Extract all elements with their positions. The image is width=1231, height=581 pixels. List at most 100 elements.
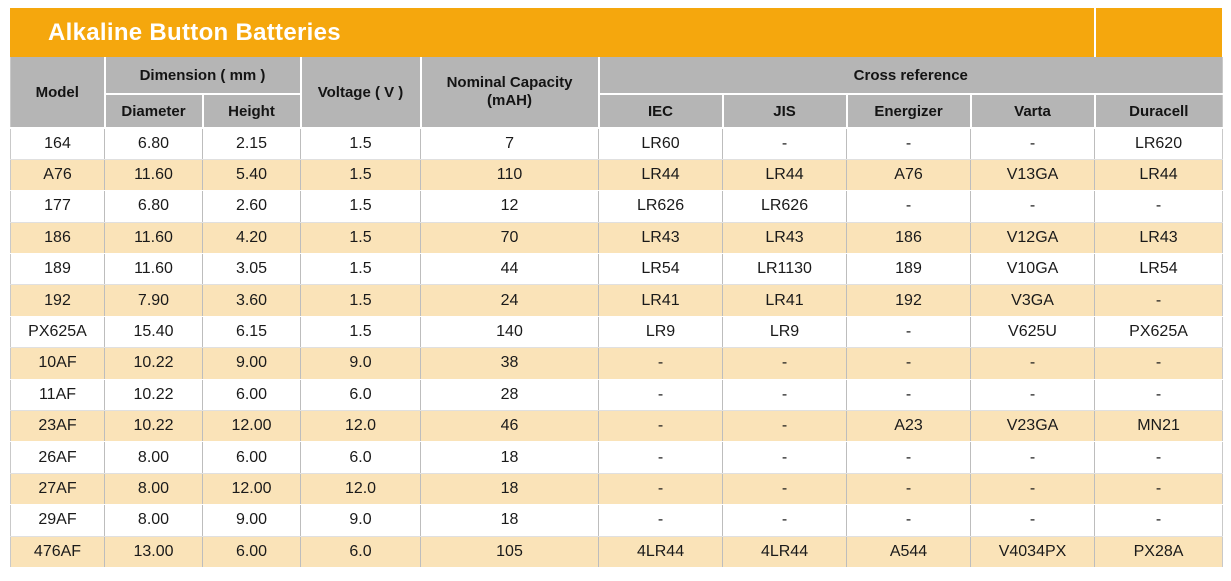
col-header-jis: JIS — [721, 93, 848, 129]
table-cell: - — [846, 504, 972, 537]
table-cell: 476AF — [10, 535, 105, 568]
table-row: 189 11.60 3.05 1.5 44 LR54 LR1130 189 V10GA LR54 — [10, 253, 1223, 286]
table-cell: - — [846, 472, 972, 506]
table-cell: 12.00 — [201, 472, 302, 506]
table-cell: V10GA — [970, 253, 1096, 286]
table-cell: - — [598, 472, 724, 506]
table-cell: 6.00 — [201, 378, 302, 412]
table-cell: 6.0 — [300, 535, 422, 568]
table-cell: A76 — [10, 158, 105, 192]
table-cell: - — [1094, 378, 1223, 412]
table-cell: 7 — [420, 127, 600, 160]
table-cell: 6.0 — [300, 441, 422, 474]
table-cell: 9.0 — [300, 504, 422, 537]
table-cell: 12.0 — [300, 410, 422, 443]
header-row-subcolumns: Diameter Height IEC JIS Energizer Varta … — [11, 93, 1223, 129]
table-cell: 12.0 — [300, 472, 422, 506]
table-row: 11AF 10.22 6.00 6.0 28- - - - - — [10, 378, 1223, 412]
table-cell: LR54 — [598, 253, 724, 286]
table-cell: 6.80 — [104, 127, 203, 160]
table-cell: 1.5 — [300, 221, 422, 255]
table-cell: 164 — [10, 127, 105, 160]
table-cell: 8.00 — [104, 441, 203, 474]
table-cell: LR620 — [1094, 127, 1223, 160]
col-group-dimension: Dimension ( mm ) — [103, 57, 302, 95]
table-cell: MN21 — [1094, 410, 1223, 443]
table-cell: 3.05 — [201, 253, 302, 286]
table-row: 192 7.90 3.60 1.5 24 LR41 LR41 192 V3GA - — [10, 284, 1223, 317]
table-cell: 10AF — [10, 347, 105, 380]
table-cell: LR44 — [722, 158, 848, 192]
table-row: A76 11.60 5.40 1.5 110 LR44 LR44 A76 V13GA LR44 — [10, 158, 1223, 192]
col-header-diameter: Diameter — [104, 93, 204, 129]
table-cell: 3.60 — [201, 284, 302, 317]
battery-spec-sheet: Alkaline Button Batteries Model Dimensio… — [10, 8, 1224, 568]
table-cell: A23 — [846, 410, 972, 443]
table-cell: PX28A — [1094, 535, 1223, 568]
table-cell: V23GA — [970, 410, 1096, 443]
table-cell: - — [722, 378, 848, 412]
table-cell: - — [598, 441, 724, 474]
table-row: 26AF 8.00 6.00 6.0 18- - - - - — [10, 441, 1223, 474]
table-cell: - — [846, 315, 972, 349]
table-cell: LR9 — [722, 315, 848, 349]
table-cell: - — [970, 504, 1096, 537]
table-cell: 105 — [420, 535, 600, 568]
table-cell: LR41 — [598, 284, 724, 317]
table-cell: - — [1094, 472, 1223, 506]
table-cell: - — [846, 190, 972, 223]
table-cell: LR43 — [598, 221, 724, 255]
table-cell: - — [722, 127, 848, 160]
table-cell: V4034PX — [970, 535, 1096, 568]
table-cell: - — [1094, 190, 1223, 223]
table-cell: 9.00 — [201, 504, 302, 537]
col-header-varta: Varta — [969, 93, 1096, 129]
table-cell: 6.15 — [201, 315, 302, 349]
table-cell: - — [598, 347, 724, 380]
table-cell: - — [1094, 284, 1223, 317]
table-row: 29AF 8.00 9.00 9.0 18- - - - - — [10, 504, 1223, 537]
table-cell: 12.00 — [201, 410, 302, 443]
table-cell: - — [598, 410, 724, 443]
table-cell: 11.60 — [104, 158, 203, 192]
table-cell: 9.00 — [201, 347, 302, 380]
table-cell: 186 — [846, 221, 972, 255]
header-row-groups: Model Dimension ( mm ) Voltage ( V ) Nom… — [10, 57, 1223, 129]
table-cell: LR626 — [598, 190, 724, 223]
table-cell: 189 — [846, 253, 972, 286]
table-cell: 6.80 — [104, 190, 203, 223]
title-divider — [1094, 8, 1096, 57]
table-cell: - — [1094, 441, 1223, 474]
table-header: Model Dimension ( mm ) Voltage ( V ) Nom… — [10, 57, 1223, 129]
table-cell: 29AF — [10, 504, 105, 537]
table-cell: 4.20 — [201, 221, 302, 255]
table-cell: A76 — [846, 158, 972, 192]
table-cell: LR1130 — [722, 253, 848, 286]
table-cell: 2.60 — [201, 190, 302, 223]
table-cell: 8.00 — [104, 504, 203, 537]
table-cell: 10.22 — [104, 378, 203, 412]
table-row: 27AF 8.00 12.00 12.0 18- - - - - — [10, 472, 1223, 506]
table-cell: 4LR44 — [722, 535, 848, 568]
table-cell: - — [598, 378, 724, 412]
table-row: 164 6.80 2.15 1.5 7 LR60- - - LR620 — [10, 127, 1223, 160]
table-cell: - — [970, 441, 1096, 474]
table-row: 177 6.80 2.60 1.5 12 LR626 LR626- - - — [10, 190, 1223, 223]
table-cell: 1.5 — [300, 315, 422, 349]
col-header-nominal-capacity: Nominal Capacity (mAH) — [419, 57, 600, 129]
table-cell: 5.40 — [201, 158, 302, 192]
table-cell: A544 — [846, 535, 972, 568]
table-cell: - — [722, 347, 848, 380]
table-cell: 18 — [420, 504, 600, 537]
table-cell: 6.0 — [300, 378, 422, 412]
table-cell: 6.00 — [201, 535, 302, 568]
table-cell: 192 — [846, 284, 972, 317]
table-cell: 38 — [420, 347, 600, 380]
table-cell: 8.00 — [104, 472, 203, 506]
table-cell: LR44 — [598, 158, 724, 192]
table-cell: 177 — [10, 190, 105, 223]
table-cell: 12 — [420, 190, 600, 223]
table-cell: LR9 — [598, 315, 724, 349]
table-cell: - — [846, 441, 972, 474]
table-cell: 18 — [420, 472, 600, 506]
